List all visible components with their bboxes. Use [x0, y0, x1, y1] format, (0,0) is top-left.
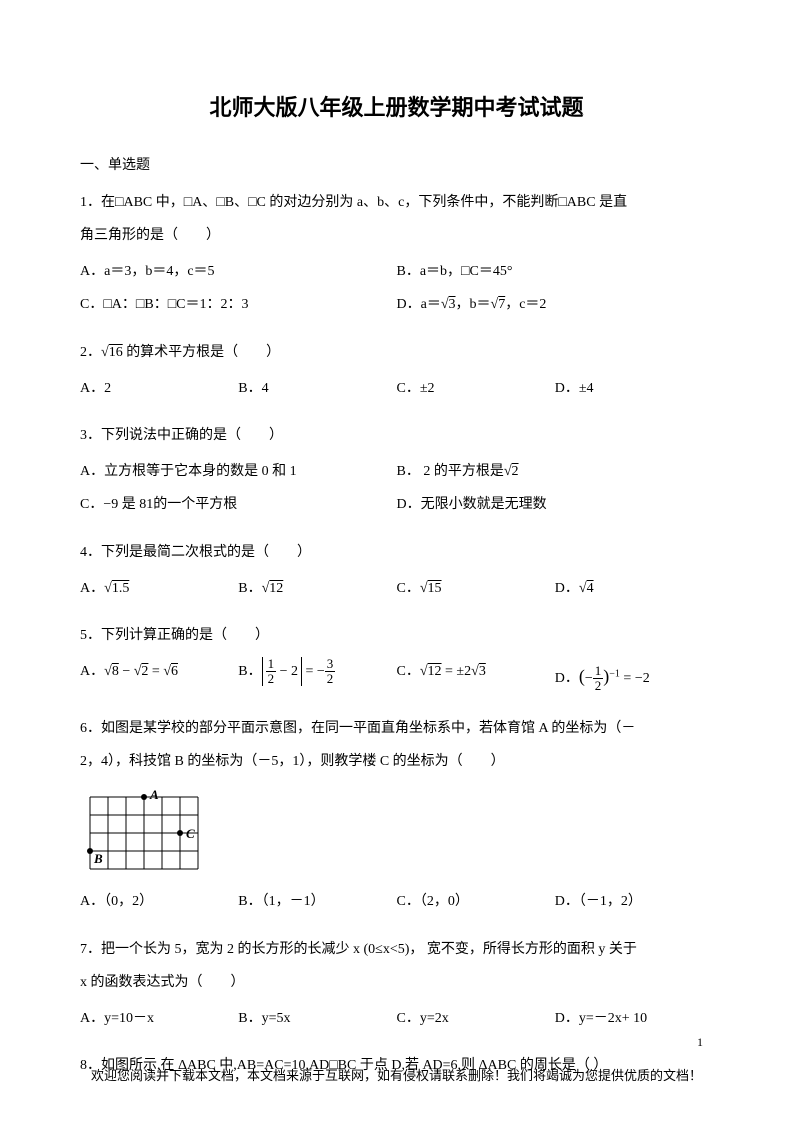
- q7-optC: C．y=2x: [397, 1002, 555, 1036]
- q2-optC: C．±2: [397, 372, 555, 406]
- q5-optC: C．√12 = ±2√3: [397, 655, 555, 698]
- q6-optD: D．（－1，2）: [555, 885, 713, 919]
- q1-optA: A．a＝3，b＝4，c＝5: [80, 255, 397, 289]
- q3-text: 3．下列说法中正确的是（ ）: [80, 419, 713, 453]
- question-2: 2．√16 的算术平方根是（ ） A．2 B．4 C．±2 D．±4: [80, 336, 713, 405]
- q6-options: A．（0，2） B．（1，－1） C．（2，0） D．（－1，2）: [80, 885, 713, 919]
- q2-optB: B．4: [238, 372, 396, 406]
- page-title: 北师大版八年级上册数学期中考试试题: [80, 90, 713, 125]
- q3-optD: D．无限小数就是无理数: [397, 488, 714, 522]
- q1-optD: D．a＝√3，b＝√7，c＝2: [397, 288, 714, 322]
- q1-optB: B．a＝b，□C＝45°: [397, 255, 714, 289]
- footer-text: 欢迎您阅读并下载本文档，本文档来源于互联网，如有侵权请联系删除！我们将竭诚为您提…: [0, 1066, 793, 1087]
- section-header: 一、单选题: [80, 155, 713, 177]
- q1-text-line2: 角三角形的是（ ）: [80, 219, 713, 253]
- q4-optC: C．√15: [397, 572, 555, 606]
- q6-optB: B．（1，－1）: [238, 885, 396, 919]
- q3-options: A．立方根等于它本身的数是 0 和 1 B． 2 的平方根是√2 C．−9 是 …: [80, 455, 713, 522]
- q1-options: A．a＝3，b＝4，c＝5 B．a＝b，□C＝45° C．□A：□B：□C＝1：…: [80, 255, 713, 322]
- q7-optD: D．y=－2x+ 10: [555, 1002, 713, 1036]
- question-3: 3．下列说法中正确的是（ ） A．立方根等于它本身的数是 0 和 1 B． 2 …: [80, 419, 713, 522]
- q6-optC: C．（2，0）: [397, 885, 555, 919]
- question-6: 6．如图是某学校的部分平面示意图，在同一平面直角坐标系中，若体育馆 A 的坐标为…: [80, 712, 713, 919]
- svg-text:B: B: [93, 851, 103, 866]
- q6-text-line2: 2，4），科技馆 B 的坐标为（－5，1），则教学楼 C 的坐标为（ ）: [80, 745, 713, 779]
- q5-options: A．√8 − √2 = √6 B．12 − 2 = −32 C．√12 = ±2…: [80, 655, 713, 698]
- question-5: 5．下列计算正确的是（ ） A．√8 − √2 = √6 B．12 − 2 = …: [80, 619, 713, 698]
- grid-svg: A B C: [80, 787, 210, 877]
- q4-optB: B．√12: [238, 572, 396, 606]
- q2-optD: D．±4: [555, 372, 713, 406]
- question-7: 7．把一个长为 5，宽为 2 的长方形的长减少 x (0≤x<5)， 宽不变，所…: [80, 933, 713, 1036]
- q4-optD: D．√4: [555, 572, 713, 606]
- q3-optC: C．−9 是 81的一个平方根: [80, 488, 397, 522]
- q5-optA: A．√8 − √2 = √6: [80, 655, 238, 698]
- q3-optA: A．立方根等于它本身的数是 0 和 1: [80, 455, 397, 489]
- q1-optC: C．□A：□B：□C＝1：2：3: [80, 288, 397, 322]
- q2-optA: A．2: [80, 372, 238, 406]
- q1-text-line1: 1．在□ABC 中，□A、□B、□C 的对边分别为 a、b、c，下列条件中，不能…: [80, 186, 713, 220]
- q4-text: 4．下列是最简二次根式的是（ ）: [80, 536, 713, 570]
- q5-optB: B．12 − 2 = −32: [238, 655, 396, 698]
- svg-text:C: C: [186, 826, 195, 841]
- q5-text: 5．下列计算正确的是（ ）: [80, 619, 713, 653]
- q6-optA: A．（0，2）: [80, 885, 238, 919]
- question-1: 1．在□ABC 中，□A、□B、□C 的对边分别为 a、b、c，下列条件中，不能…: [80, 186, 713, 322]
- svg-text:A: A: [149, 787, 159, 802]
- page-number: 1: [697, 1033, 703, 1052]
- q7-optB: B．y=5x: [238, 1002, 396, 1036]
- q2-text: 2．√16 的算术平方根是（ ）: [80, 336, 713, 370]
- question-4: 4．下列是最简二次根式的是（ ） A．√1.5 B．√12 C．√15 D．√4: [80, 536, 713, 605]
- q7-options: A．y=10－x B．y=5x C．y=2x D．y=－2x+ 10: [80, 1002, 713, 1036]
- q7-optA: A．y=10－x: [80, 1002, 238, 1036]
- q5-optD: D．(−12)−1 = −2: [555, 655, 713, 698]
- q6-figure: A B C: [80, 787, 713, 877]
- q7-text-line1: 7．把一个长为 5，宽为 2 的长方形的长减少 x (0≤x<5)， 宽不变，所…: [80, 933, 713, 967]
- q6-text-line1: 6．如图是某学校的部分平面示意图，在同一平面直角坐标系中，若体育馆 A 的坐标为…: [80, 712, 713, 746]
- q4-optA: A．√1.5: [80, 572, 238, 606]
- q3-optB: B． 2 的平方根是√2: [397, 455, 714, 489]
- q7-text-line2: x 的函数表达式为（ ）: [80, 966, 713, 1000]
- q2-options: A．2 B．4 C．±2 D．±4: [80, 372, 713, 406]
- q4-options: A．√1.5 B．√12 C．√15 D．√4: [80, 572, 713, 606]
